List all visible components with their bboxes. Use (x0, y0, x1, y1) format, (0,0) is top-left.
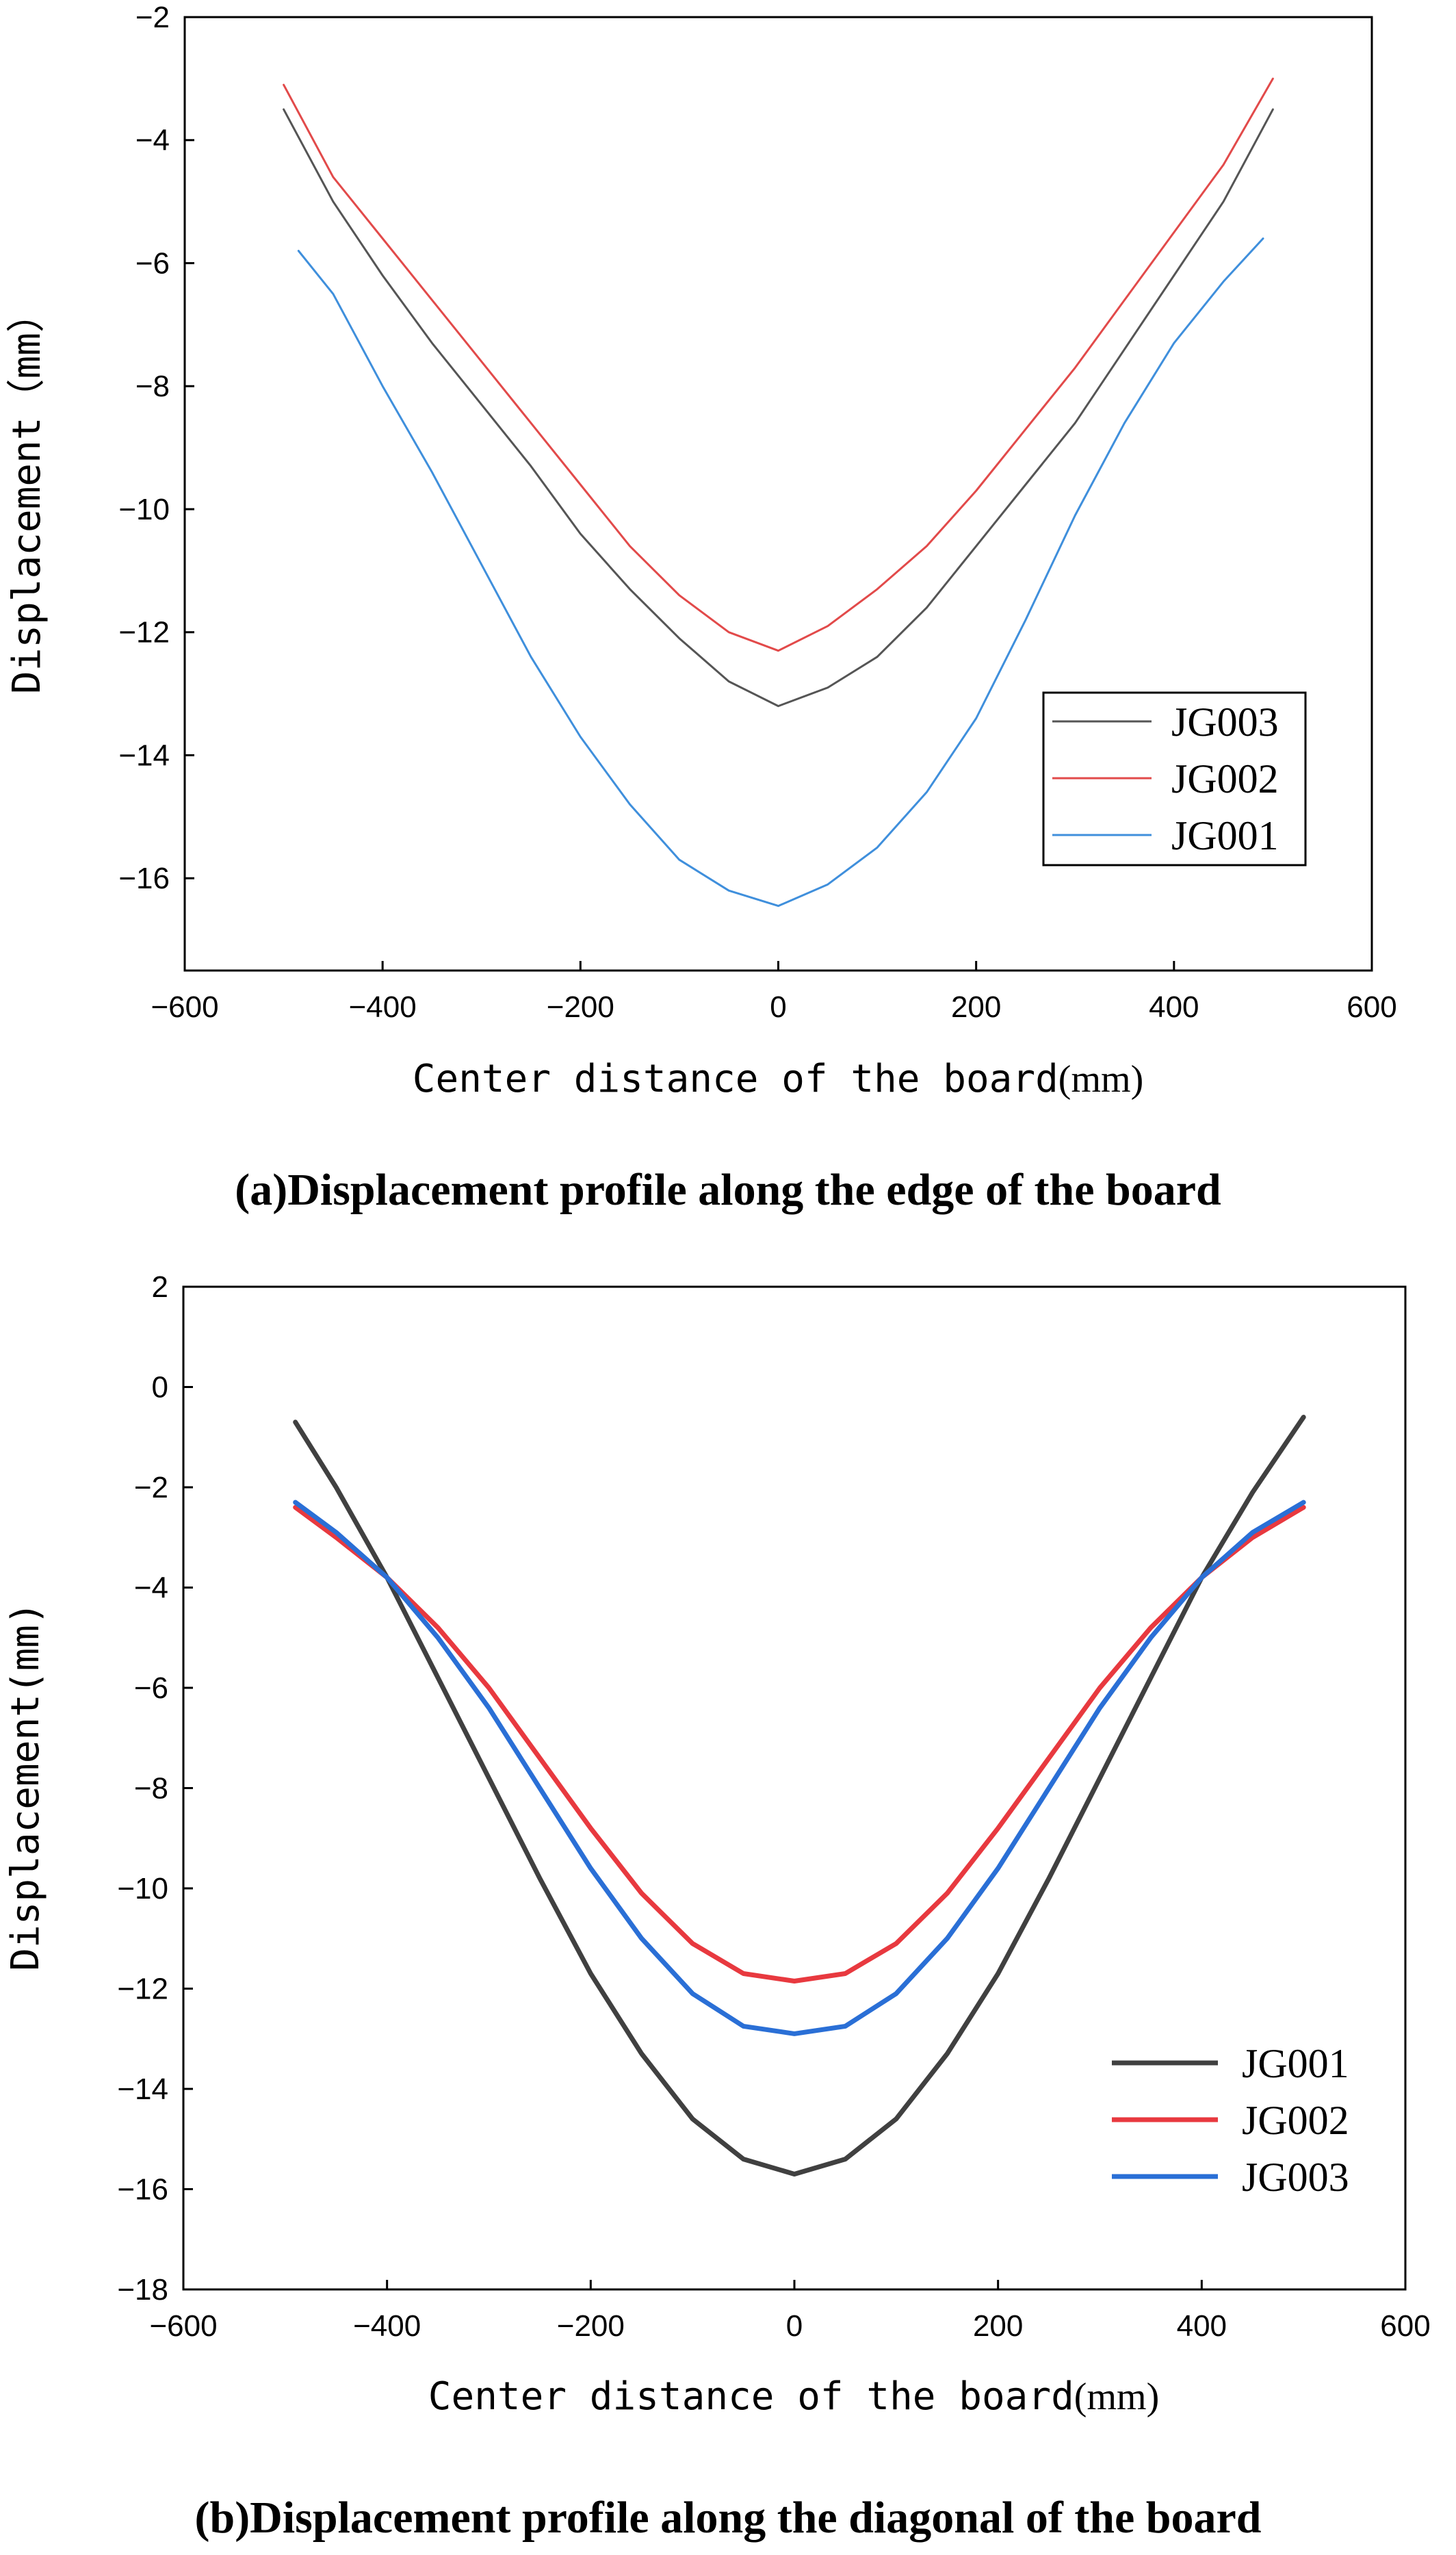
chart-b-plot-frame (182, 1285, 1407, 2291)
chart-b-y-tick-label: −14 (117, 2072, 168, 2106)
chart-a-x-tick-label: 600 (1347, 990, 1396, 1024)
chart-b-x-axis-unit: (mm) (1074, 2376, 1159, 2418)
chart-a-y-tick-label: −14 (118, 739, 170, 772)
chart-b-x-tick-label: −200 (557, 2309, 625, 2343)
chart-b-legend-label: JG001 (1242, 2041, 1349, 2086)
chart-a-series-line-jg001 (297, 237, 1264, 908)
chart-b-x-tick-label: −600 (149, 2309, 217, 2343)
chart-a-x-tick-label: 200 (951, 990, 1001, 1024)
chart-a-y-tick-label: −12 (118, 616, 170, 650)
chart-a-x-tick-label: −600 (151, 990, 218, 1024)
chart-a-x-axis-title-text: Center distance of the board (413, 1057, 1058, 1101)
chart-b-legend-label: JG003 (1242, 2155, 1349, 2200)
chart-a-y-tick-label: −10 (118, 493, 170, 526)
chart-b-x-axis-title-text: Center distance of the board (428, 2374, 1074, 2419)
chart-b-y-tick-label: −4 (134, 1571, 168, 1605)
chart-b-caption: (b)Displacement profile along the diagon… (195, 2493, 1262, 2543)
chart-b-legend-label: JG002 (1242, 2098, 1349, 2143)
chart-b-series-line-jg001 (293, 1415, 1306, 2177)
chart-b-y-tick-label: −16 (117, 2173, 168, 2207)
chart-b-x-tick-label: 400 (1177, 2309, 1227, 2343)
chart-b-y-tick-label: −8 (134, 1772, 168, 1806)
chart-a-x-tick-label: −200 (547, 990, 614, 1024)
chart-b-x-tick-label: −400 (353, 2309, 421, 2343)
chart-a-y-tick-label: −2 (135, 1, 170, 34)
chart-a-series-line-jg003 (283, 108, 1274, 708)
chart-a-y-tick-label: −16 (118, 862, 170, 895)
chart-a-series-line-jg002 (283, 77, 1274, 652)
chart-a-y-tick-label: −8 (135, 370, 170, 403)
chart-a-x-axis-title: Center distance of the board(mm) (413, 1057, 1143, 1101)
chart-b-x-axis-title: Center distance of the board(mm) (428, 2374, 1159, 2419)
chart-b-diagonal-profile: −600 −400 −200 0 200 400 600 2 0 −2 −4 −6 −8 −10 −12 −1… (3, 1270, 1431, 2543)
chart-a-y-tick-label: −6 (135, 246, 170, 280)
chart-a-x-axis-unit: (mm) (1058, 1058, 1143, 1101)
chart-b-y-tick-label: −18 (117, 2273, 168, 2307)
chart-a-edge-profile: −600 −400 −200 0 200 400 600 −2 −4 −6 −8 −10 −12 −14 −… (5, 1, 1397, 1215)
chart-a-legend-label: JG003 (1171, 699, 1279, 745)
chart-b-y-axis-title: Displacement(mm) (3, 1602, 48, 1970)
chart-b-x-tick-label: 200 (973, 2309, 1023, 2343)
chart-b-x-tick-label: 0 (786, 2309, 803, 2343)
chart-a-x-tick-label: −400 (349, 990, 417, 1024)
chart-a-y-axis-title: Displacement（mm） (5, 294, 49, 694)
chart-b-y-tick-label: −6 (134, 1671, 168, 1705)
chart-b-y-tick-label: 0 (152, 1371, 168, 1404)
chart-b-series-line-jg002 (293, 1504, 1306, 1983)
chart-a-legend-label: JG002 (1171, 756, 1279, 801)
chart-b-y-tick-label: −2 (134, 1471, 168, 1504)
chart-a-x-tick-label: 0 (770, 990, 786, 1024)
chart-a-y-tick-label: −4 (135, 124, 170, 157)
chart-a-legend-label: JG001 (1171, 813, 1279, 858)
chart-b-x-tick-label: 600 (1380, 2309, 1430, 2343)
chart-b-y-tick-label: −12 (117, 1973, 168, 2006)
chart-b-y-tick-label: 2 (152, 1270, 168, 1304)
chart-b-series-line-jg003 (293, 1500, 1306, 2036)
chart-a-caption: (a)Displacement profile along the edge o… (235, 1165, 1221, 1215)
chart-a-x-tick-label: 400 (1149, 990, 1199, 1024)
chart-b-y-tick-label: −10 (117, 1872, 168, 1905)
